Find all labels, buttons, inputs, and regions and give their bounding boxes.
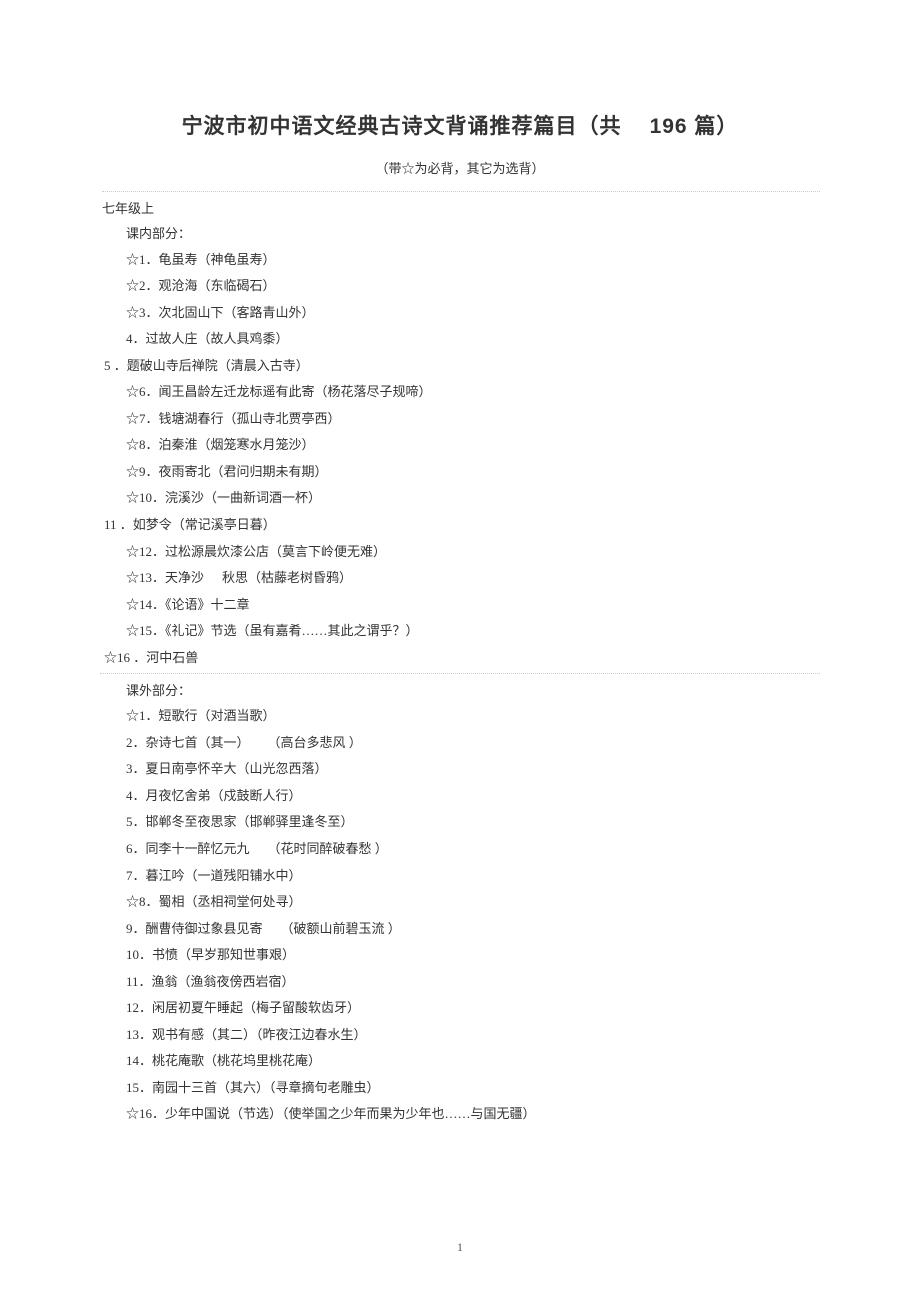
list-item: ☆14．《论语》十二章 [126,591,820,618]
list-item: 11 ．如梦令（常记溪亭日暮） [104,511,820,538]
list-item: ☆1．短歌行（对酒当歌） [126,703,820,730]
list-item: 5．邯郸冬至夜思家（邯郸驿里逢冬至） [126,809,820,836]
list-item: ☆3．次北固山下（客路青山外） [126,299,820,326]
page-number: 1 [0,1240,920,1255]
list-item: ☆16 ．河中石兽 [104,644,820,671]
list-item: ☆6．闻王昌龄左迁龙标遥有此寄（杨花落尽子规啼） [126,379,820,406]
list-item: 9．酬曹侍御过象县见寄（破额山前碧玉流 ） [126,915,820,942]
page-title: 宁波市初中语文经典古诗文背诵推荐篇目（共 196 篇） [100,110,820,140]
list-item: ☆9．夜雨寄北（君问归期未有期） [126,458,820,485]
title-main: 宁波市初中语文经典古诗文背诵推荐篇目（共 [182,115,622,138]
list-item: 5 ．题破山寺后禅院（清晨入古寺） [104,352,820,379]
divider [100,673,820,674]
in-class-list: ☆1．龟虽寿（神龟虽寿）☆2．观沧海（东临碣石）☆3．次北固山下（客路青山外）4… [100,246,820,671]
title-count: 196 篇） [650,110,739,140]
section-out-label: 课外部分： [126,676,820,703]
list-item: ☆15．《礼记》节选（虽有嘉肴……其此之谓乎？） [126,618,820,645]
list-item: 2．杂诗七首（其一）（高台多悲风 ） [126,729,820,756]
list-item: 15．南园十三首（其六）（寻章摘句老雕虫） [126,1074,820,1101]
list-item: 12．闲居初夏午睡起（梅子留酸软齿牙） [126,995,820,1022]
list-item: 3．夏日南亭怀辛大（山光忽西落） [126,756,820,783]
subtitle: （带☆为必背，其它为选背） [100,158,820,177]
out-class-list: ☆1．短歌行（对酒当歌）2．杂诗七首（其一）（高台多悲风 ）3．夏日南亭怀辛大（… [100,703,820,1128]
list-item: ☆2．观沧海（东临碣石） [126,273,820,300]
list-item: ☆8．蜀相（丞相祠堂何处寻） [126,889,820,916]
list-item: ☆12．过松源晨炊漆公店（莫言下岭便无难） [126,538,820,565]
list-item: 4．月夜忆舍弟（戍鼓断人行） [126,782,820,809]
list-item: 7．暮江吟（一道残阳铺水中） [126,862,820,889]
list-item: ☆1．龟虽寿（神龟虽寿） [126,246,820,273]
list-item: 13．观书有感（其二）（昨夜江边春水生） [126,1021,820,1048]
list-item: ☆13．天净沙秋思（枯藤老树昏鸦） [126,565,820,592]
list-item: 4．过故人庄（故人具鸡黍） [126,326,820,353]
list-item: ☆8．泊秦淮（烟笼寒水月笼沙） [126,432,820,459]
list-item: 11．渔翁（渔翁夜傍西岩宿） [126,968,820,995]
list-item: ☆10．浣溪沙（一曲新词酒一杯） [126,485,820,512]
list-item: 14．桃花庵歌（桃花坞里桃花庵） [126,1048,820,1075]
list-item: ☆7．钱塘湖春行（孤山寺北贾亭西） [126,405,820,432]
list-item: ☆16．少年中国说（节选）（使举国之少年而果为少年也……与国无疆） [126,1101,820,1128]
list-item: 10．书愤（早岁那知世事艰） [126,942,820,969]
list-item: 6．同李十一醉忆元九（花时同醉破春愁 ） [126,835,820,862]
grade-label: 七年级上 [102,191,820,217]
section-in-label: 课内部分： [126,219,820,246]
